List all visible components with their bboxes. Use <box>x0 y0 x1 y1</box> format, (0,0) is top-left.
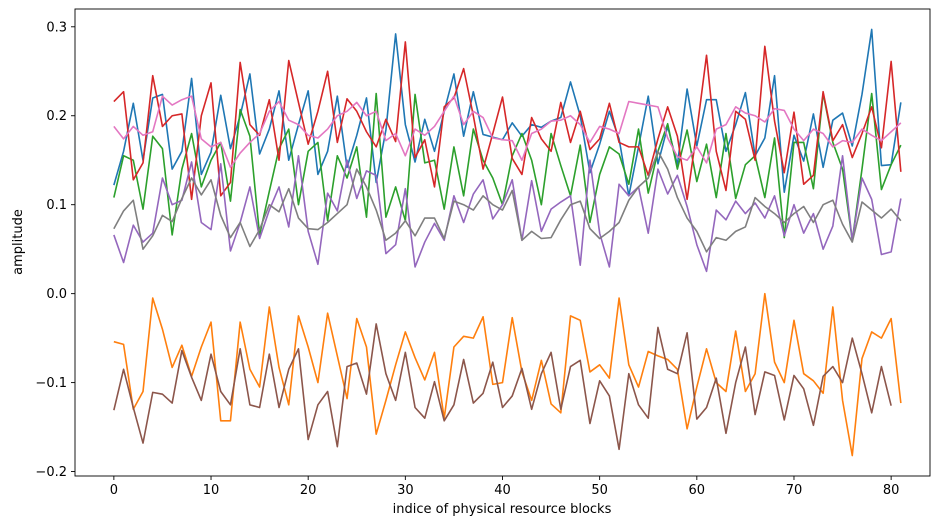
series-line-6 <box>113 95 902 169</box>
series-line-4 <box>113 154 902 273</box>
y-tick-label: 0.3 <box>46 20 67 35</box>
series-line-7 <box>113 150 902 253</box>
y-tick-label: 0.0 <box>46 287 67 302</box>
x-tick-label: 80 <box>883 483 900 498</box>
series-line-1 <box>113 292 902 457</box>
x-tick-label: 60 <box>689 483 706 498</box>
series-line-2 <box>113 92 902 242</box>
x-tick-label: 20 <box>300 483 317 498</box>
x-tick-label: 10 <box>203 483 220 498</box>
x-tick-label: 70 <box>786 483 803 498</box>
series-line-3 <box>113 41 902 201</box>
y-tick-label: −0.1 <box>35 376 67 391</box>
y-axis: −0.2 −0.1 0.0 0.1 0.2 0.3 <box>35 20 75 480</box>
y-tick-label: 0.2 <box>46 109 67 124</box>
x-axis: 0 10 20 30 40 50 60 70 80 <box>110 476 900 498</box>
x-tick-label: 40 <box>494 483 511 498</box>
y-tick-label: 0.1 <box>46 198 67 213</box>
series-line-5 <box>113 323 892 451</box>
series-layer <box>113 28 902 457</box>
x-tick-label: 0 <box>110 483 118 498</box>
y-tick-label: −0.2 <box>35 465 67 480</box>
x-tick-label: 50 <box>591 483 608 498</box>
x-axis-label: indice of physical resource blocks <box>393 502 612 517</box>
y-axis-label: amplitude <box>11 209 26 275</box>
x-tick-label: 30 <box>397 483 414 498</box>
